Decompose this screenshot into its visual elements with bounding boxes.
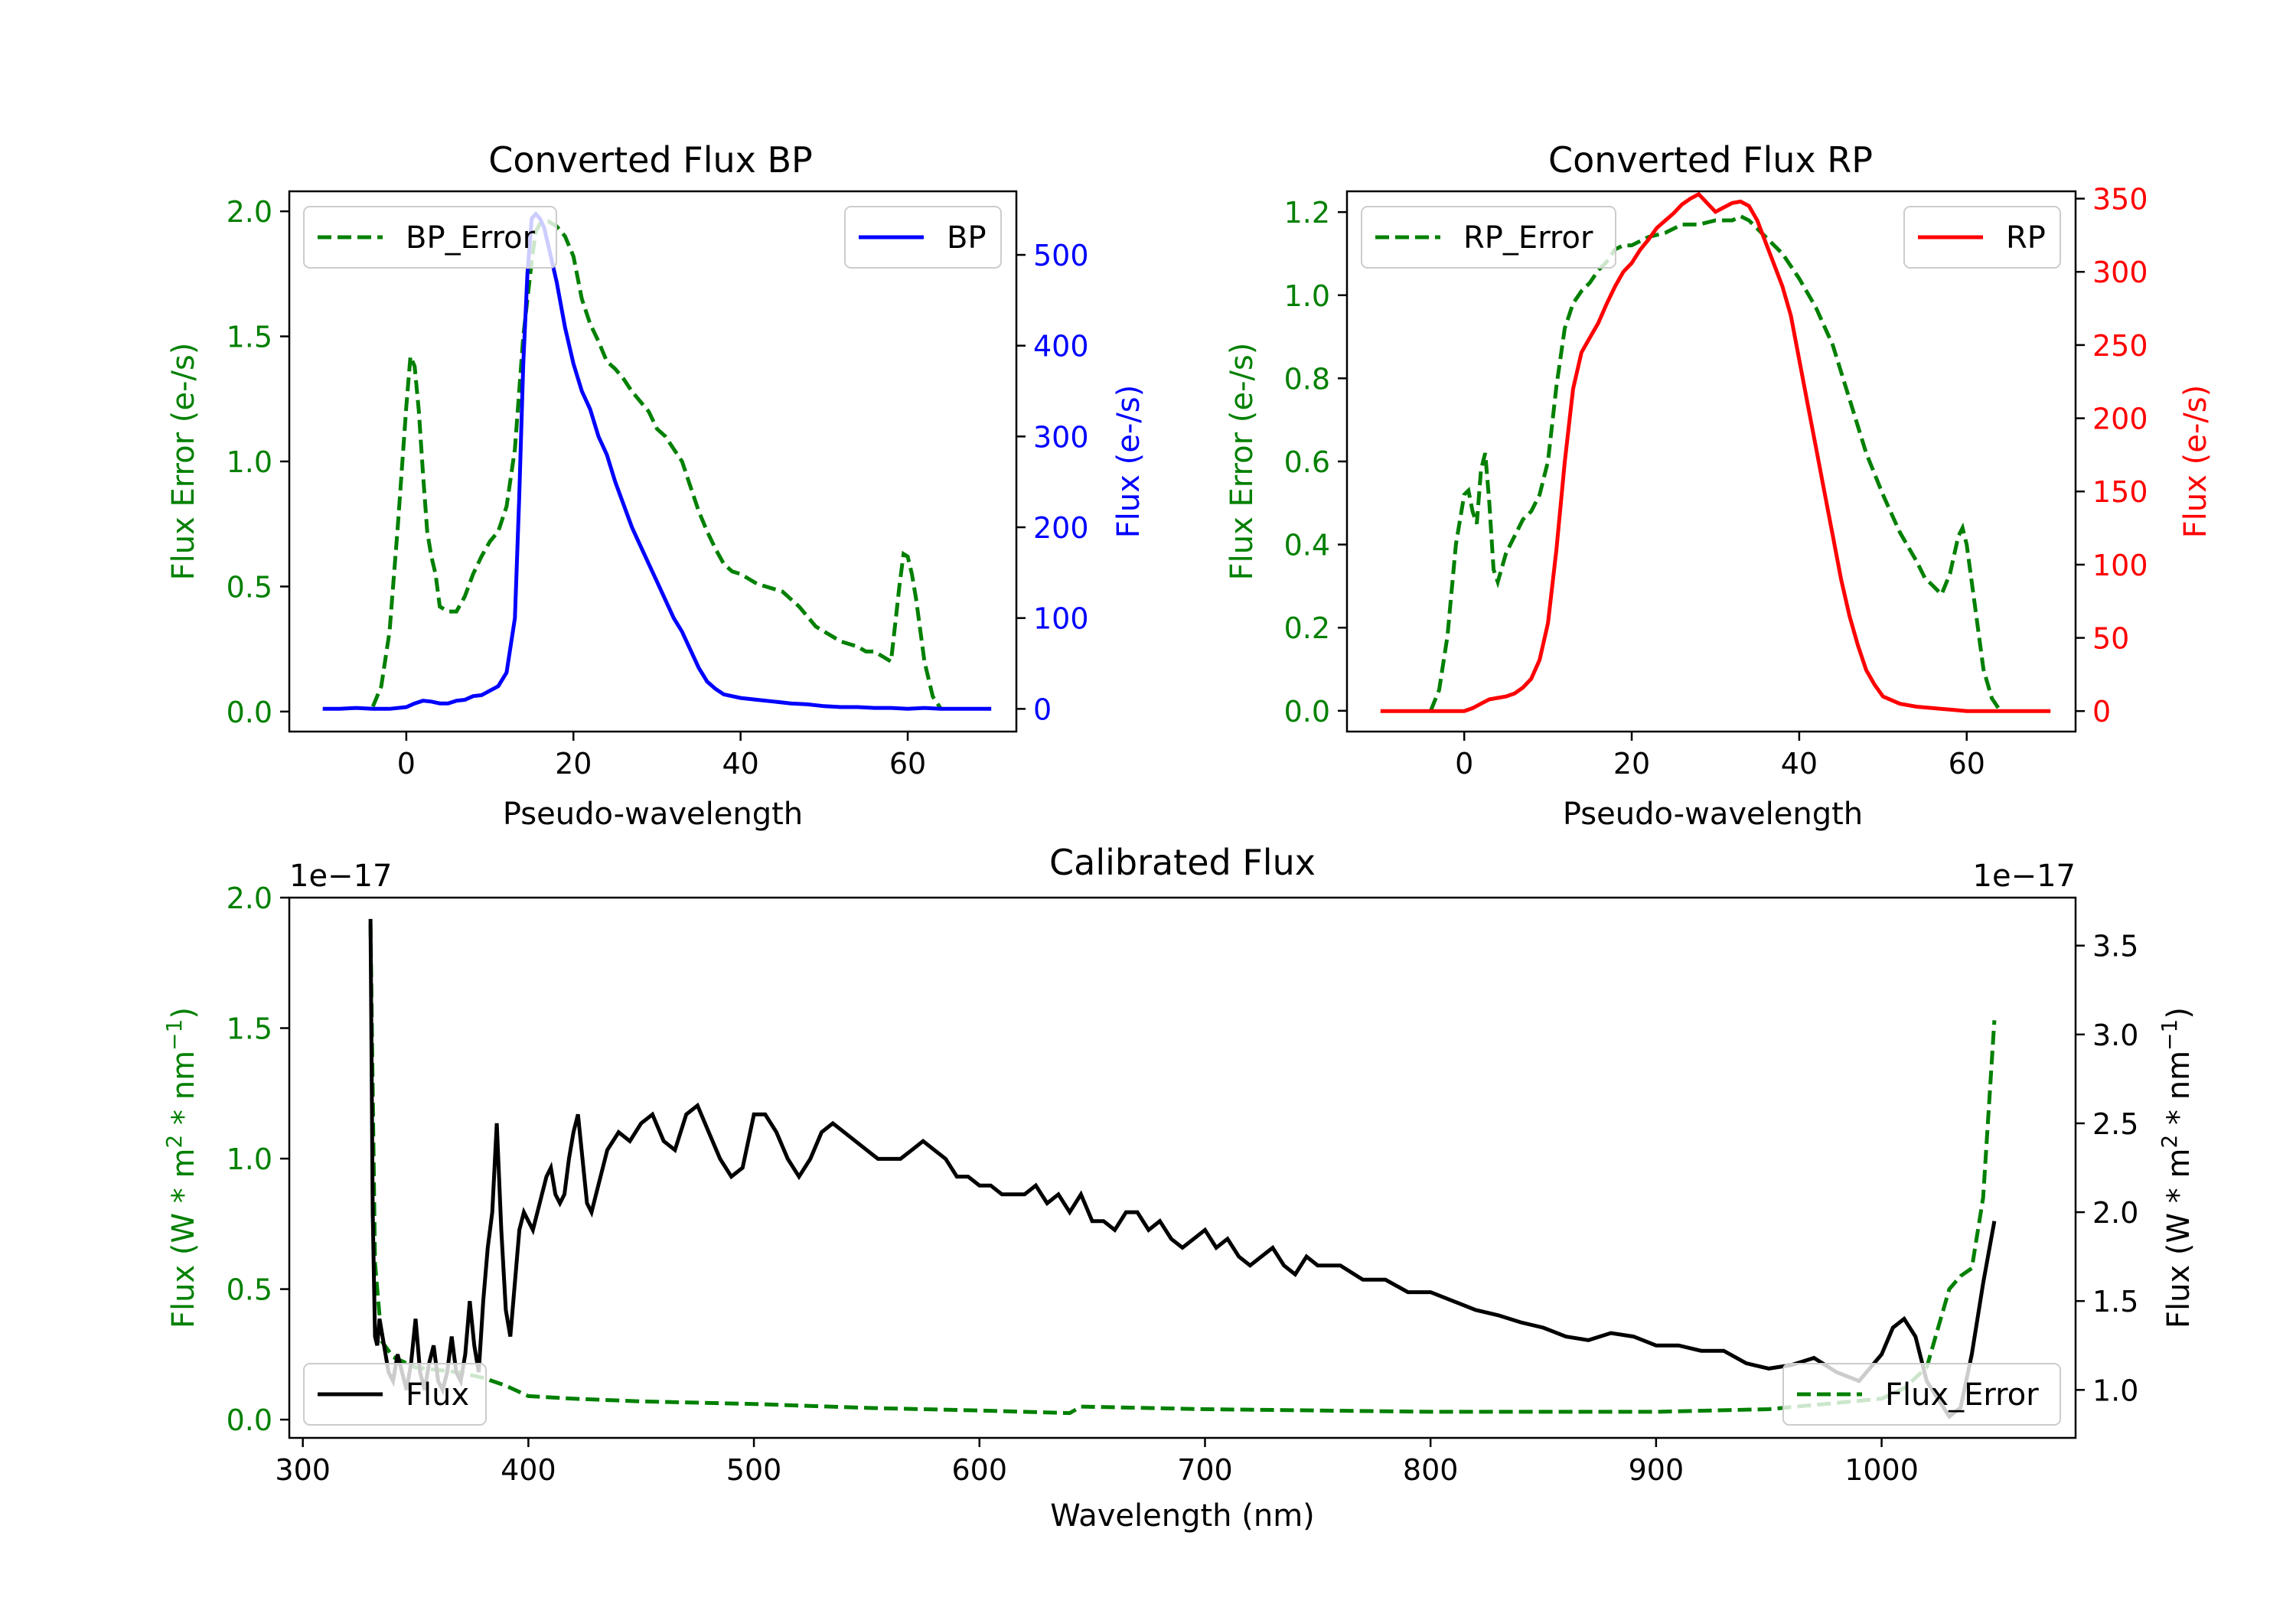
rp-x-ticks: 0 20 40 60 [1455,732,1985,781]
bp-y-right-tick-label: 300 [1033,420,1089,454]
cal-legend-right: Flux_Error [1782,1363,2061,1426]
cal-y-left-label: Flux (W * m2 * nm−1) [161,1007,201,1328]
rp-y-left-label: Flux Error (e-/s) [1225,343,1260,581]
rp-title: Converted Flux RP [1548,139,1873,181]
cal-y-left-tick-label: 0.0 [227,1403,272,1437]
cal-x-tick-label: 700 [1177,1453,1233,1487]
bp-y-right-tick-label: 200 [1033,511,1089,545]
bp-y-right-tick-label: 500 [1033,239,1089,272]
bp-axes-frame [288,190,1018,733]
cal-y-right-tick-label: 2.0 [2092,1196,2138,1230]
bp-x-tick-label: 0 [397,747,416,781]
bp-y-left-tick-label: 1.5 [227,321,272,354]
bp-y-left-ticks: 0.0 0.5 1.0 1.5 2.0 [227,195,289,729]
cal-y-right-ticks: 1.0 1.5 2.0 2.5 3.0 3.5 [2076,930,2138,1407]
bp-y-right-ticks: 0 100 200 300 400 500 [1016,239,1089,726]
rp-y-left-tick-label: 1.0 [1284,279,1330,313]
rp-y-right-tick-label: 200 [2092,403,2148,436]
bp-y-left-tick-label: 0.0 [227,696,272,729]
rp-y-right-label: Flux (e-/s) [2178,385,2213,538]
cal-y-right-tick-label: 1.0 [2092,1374,2138,1407]
rp-legend-left-label: RP_Error [1463,220,1593,256]
cal-axes-frame [288,896,2077,1439]
cal-x-ticks: 300 400 500 600 700 800 900 1000 [275,1438,1919,1487]
rp-y-left-tick-label: 0.8 [1284,362,1330,396]
bp-legend-left: BP_Error [303,206,557,269]
bp-panel: Converted Flux BP 0 20 40 60 0.0 0.5 1.0 1.5 2.… [166,139,1146,832]
bp-title: Converted Flux BP [488,139,813,181]
rp-x-tick-label: 20 [1613,747,1650,781]
cal-y-right-tick-label: 3.0 [2092,1019,2138,1052]
bp-x-ticks: 0 20 40 60 [397,732,926,781]
cal-x-tick-label: 400 [501,1453,556,1487]
rp-y-left-tick-label: 0.2 [1284,611,1330,645]
rp-y-left-tick-label: 0.0 [1284,695,1330,729]
cal-y-right-tick-label: 1.5 [2092,1285,2138,1319]
rp-y-right-tick-label: 50 [2092,622,2129,656]
rp-legend-right-label: RP [2006,220,2046,256]
rp-x-tick-label: 60 [1949,747,1985,781]
cal-y-right-tick-label: 3.5 [2092,930,2138,963]
bp-x-tick-label: 40 [722,747,758,781]
cal-y-left-tick-label: 1.0 [227,1143,272,1176]
rp-legend-right: RP [1903,206,2061,269]
bp-y-left-tick-label: 0.5 [227,570,272,604]
cal-legend-left-label: Flux [406,1377,469,1413]
bp-legend-right-label: BP [947,220,987,256]
bp-error-line [370,219,943,710]
rp-y-right-tick-label: 150 [2092,475,2148,509]
cal-y-left-tick-label: 1.5 [227,1012,272,1046]
rp-x-tick-label: 0 [1455,747,1473,781]
rp-y-left-tick-label: 0.6 [1284,445,1330,479]
bp-legend-right: BP [844,206,1002,269]
rp-y-right-tick-label: 300 [2092,256,2148,289]
rp-y-left-tick-label: 1.2 [1284,196,1330,230]
rp-x-label: Pseudo-wavelength [1563,797,1863,832]
rp-y-right-tick-label: 0 [2092,695,2111,729]
cal-offset-right: 1e−17 [1973,859,2076,894]
bp-y-right-tick-label: 400 [1033,330,1089,363]
cal-y-right-tick-label: 2.5 [2092,1107,2138,1141]
cal-legend-right-label: Flux_Error [1885,1377,2039,1413]
bp-x-tick-label: 20 [555,747,592,781]
rp-flux-line [1380,191,2051,713]
cal-y-left-tick-label: 0.5 [227,1273,272,1307]
cal-legend-left: Flux [303,1363,487,1426]
bp-y-left-tick-label: 2.0 [227,195,272,229]
bp-y-right-tick-label: 0 [1033,693,1052,726]
cal-x-tick-label: 600 [952,1453,1008,1487]
cal-x-tick-label: 800 [1403,1453,1459,1487]
calibrated-panel: Calibrated Flux 1e−17 1e−17 300 400 500 600… [161,842,2197,1534]
cal-x-tick-label: 500 [726,1453,782,1487]
cal-x-tick-label: 300 [275,1453,331,1487]
rp-x-tick-label: 40 [1781,747,1818,781]
rp-legend-left: RP_Error [1361,206,1616,269]
bp-y-left-tick-label: 1.0 [227,445,272,479]
bp-y-left-label: Flux Error (e-/s) [166,343,201,581]
rp-panel: Converted Flux RP 0 20 40 60 0.00.20.40.60.… [1225,139,2213,832]
cal-y-left-ticks: 0.0 0.5 1.0 1.5 2.0 [227,882,289,1437]
rp-y-left-tick-label: 0.4 [1284,529,1330,562]
cal-title: Calibrated Flux [1049,842,1316,883]
rp-axes-frame [1345,190,2077,733]
rp-y-right-tick-label: 350 [2092,183,2148,217]
bp-y-right-label: Flux (e-/s) [1111,385,1146,538]
cal-y-right-label: Flux (W * m2 * nm−1) [2157,1007,2197,1328]
bp-x-tick-label: 60 [889,747,926,781]
rp-y-right-tick-label: 100 [2092,549,2148,582]
cal-flux-line [368,918,1997,1420]
cal-x-label: Wavelength (nm) [1050,1498,1315,1534]
rp-y-right-tick-label: 250 [2092,329,2148,363]
cal-x-tick-label: 1000 [1844,1453,1919,1487]
rp-y-right-ticks: 0 50 100 150 200 250 300 350 [2076,183,2148,729]
bp-flux-line [322,211,992,711]
cal-x-tick-label: 900 [1629,1453,1684,1487]
cal-y-left-tick-label: 2.0 [227,882,272,915]
rp-y-left-ticks: 0.0 0.2 0.4 0.6 0.8 1.0 1.2 [1284,196,1347,729]
bp-legend-left-label: BP_Error [406,220,536,256]
cal-offset-left: 1e−17 [289,859,392,894]
bp-y-right-tick-label: 100 [1033,602,1089,636]
bp-x-label: Pseudo-wavelength [503,797,803,832]
